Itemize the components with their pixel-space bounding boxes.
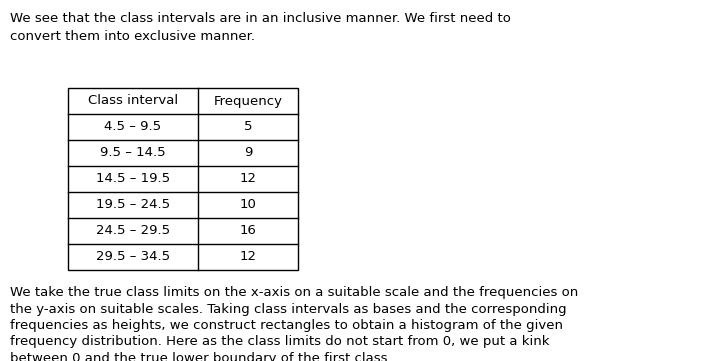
Text: 19.5 – 24.5: 19.5 – 24.5 [96, 199, 170, 212]
Text: 5: 5 [243, 121, 252, 134]
Text: the y-axis on suitable scales. Taking class intervals as bases and the correspon: the y-axis on suitable scales. Taking cl… [10, 303, 567, 316]
Text: We see that the class intervals are in an inclusive manner. We first need to: We see that the class intervals are in a… [10, 12, 511, 25]
Text: 9.5 – 14.5: 9.5 – 14.5 [100, 147, 166, 160]
Text: Frequency: Frequency [213, 95, 283, 108]
Text: 4.5 – 9.5: 4.5 – 9.5 [104, 121, 161, 134]
Text: We take the true class limits on the x-axis on a suitable scale and the frequenc: We take the true class limits on the x-a… [10, 286, 578, 299]
Text: between 0 and the true lower boundary of the first class.: between 0 and the true lower boundary of… [10, 352, 391, 361]
Text: 12: 12 [239, 251, 256, 264]
Text: Class interval: Class interval [88, 95, 178, 108]
Text: 10: 10 [240, 199, 256, 212]
Text: 16: 16 [240, 225, 256, 238]
Text: 12: 12 [239, 173, 256, 186]
Text: 29.5 – 34.5: 29.5 – 34.5 [96, 251, 170, 264]
Text: 9: 9 [243, 147, 252, 160]
Text: 24.5 – 29.5: 24.5 – 29.5 [96, 225, 170, 238]
Text: frequency distribution. Here as the class limits do not start from 0, we put a k: frequency distribution. Here as the clas… [10, 335, 550, 348]
Text: frequencies as heights, we construct rectangles to obtain a histogram of the giv: frequencies as heights, we construct rec… [10, 319, 563, 332]
Text: convert them into exclusive manner.: convert them into exclusive manner. [10, 30, 255, 43]
Bar [68, 88, 298, 270]
Text: 14.5 – 19.5: 14.5 – 19.5 [96, 173, 170, 186]
